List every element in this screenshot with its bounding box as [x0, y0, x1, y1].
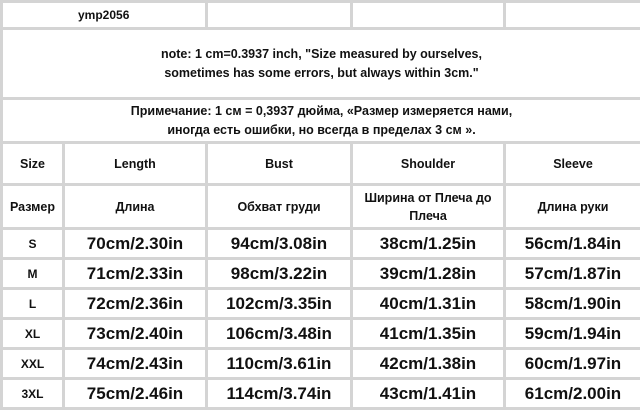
value-cell: 110cm/3.61in: [207, 349, 352, 379]
value-cell: 70cm/2.30in: [64, 229, 207, 259]
value-cell: 72cm/2.36in: [64, 289, 207, 319]
header-cell: Size: [2, 143, 64, 185]
empty-cell: [352, 2, 505, 29]
value-cell: 39cm/1.28in: [352, 259, 505, 289]
table-row: XXL 74cm/2.43in 110cm/3.61in 42cm/1.38in…: [2, 349, 640, 379]
value-cell: 57cm/1.87in: [505, 259, 640, 289]
table-row: 3XL 75cm/2.46in 114cm/3.74in 43cm/1.41in…: [2, 379, 640, 409]
header-cell: Длина: [64, 185, 207, 229]
value-cell: 56cm/1.84in: [505, 229, 640, 259]
model-code: ymp2056: [2, 2, 207, 29]
size-cell: XXL: [2, 349, 64, 379]
note-ru-row: Примечание: 1 см = 0,3937 дюйма, «Размер…: [2, 99, 640, 143]
note-en-row: note: 1 cm=0.3937 inch, "Size measured b…: [2, 29, 640, 99]
size-cell: XL: [2, 319, 64, 349]
value-cell: 40cm/1.31in: [352, 289, 505, 319]
value-cell: 60cm/1.97in: [505, 349, 640, 379]
size-cell: L: [2, 289, 64, 319]
note-english: note: 1 cm=0.3937 inch, "Size measured b…: [2, 29, 640, 99]
value-cell: 94cm/3.08in: [207, 229, 352, 259]
header-cell: Ширина от Плеча до Плеча: [352, 185, 505, 229]
value-cell: 43cm/1.41in: [352, 379, 505, 409]
note-russian: Примечание: 1 см = 0,3937 дюйма, «Размер…: [2, 99, 640, 143]
table-row: XL 73cm/2.40in 106cm/3.48in 41cm/1.35in …: [2, 319, 640, 349]
size-cell: M: [2, 259, 64, 289]
note-ru-line: Примечание: 1 см = 0,3937 дюйма, «Размер…: [5, 102, 638, 121]
value-cell: 75cm/2.46in: [64, 379, 207, 409]
value-cell: 41cm/1.35in: [352, 319, 505, 349]
model-row: ymp2056: [2, 2, 640, 29]
header-cell: Длина руки: [505, 185, 640, 229]
note-en-line: note: 1 cm=0.3937 inch, "Size measured b…: [5, 45, 638, 64]
value-cell: 98cm/3.22in: [207, 259, 352, 289]
value-cell: 58cm/1.90in: [505, 289, 640, 319]
header-cell: Bust: [207, 143, 352, 185]
size-cell: 3XL: [2, 379, 64, 409]
header-row-en: Size Length Bust Shoulder Sleeve: [2, 143, 640, 185]
note-en-line: sometimes has some errors, but always wi…: [5, 64, 638, 83]
table-row: S 70cm/2.30in 94cm/3.08in 38cm/1.25in 56…: [2, 229, 640, 259]
value-cell: 71cm/2.33in: [64, 259, 207, 289]
value-cell: 59cm/1.94in: [505, 319, 640, 349]
table-row: L 72cm/2.36in 102cm/3.35in 40cm/1.31in 5…: [2, 289, 640, 319]
header-cell: Length: [64, 143, 207, 185]
size-cell: S: [2, 229, 64, 259]
value-cell: 61cm/2.00in: [505, 379, 640, 409]
empty-cell: [505, 2, 640, 29]
header-cell: Обхват груди: [207, 185, 352, 229]
header-row-ru: Размер Длина Обхват груди Ширина от Плеч…: [2, 185, 640, 229]
value-cell: 42cm/1.38in: [352, 349, 505, 379]
empty-cell: [207, 2, 352, 29]
value-cell: 102cm/3.35in: [207, 289, 352, 319]
value-cell: 114cm/3.74in: [207, 379, 352, 409]
value-cell: 74cm/2.43in: [64, 349, 207, 379]
header-cell: Shoulder: [352, 143, 505, 185]
value-cell: 106cm/3.48in: [207, 319, 352, 349]
value-cell: 73cm/2.40in: [64, 319, 207, 349]
table-row: M 71cm/2.33in 98cm/3.22in 39cm/1.28in 57…: [2, 259, 640, 289]
value-cell: 38cm/1.25in: [352, 229, 505, 259]
header-cell: Sleeve: [505, 143, 640, 185]
header-cell: Размер: [2, 185, 64, 229]
note-ru-line: иногда есть ошибки, но всегда в пределах…: [5, 121, 638, 140]
